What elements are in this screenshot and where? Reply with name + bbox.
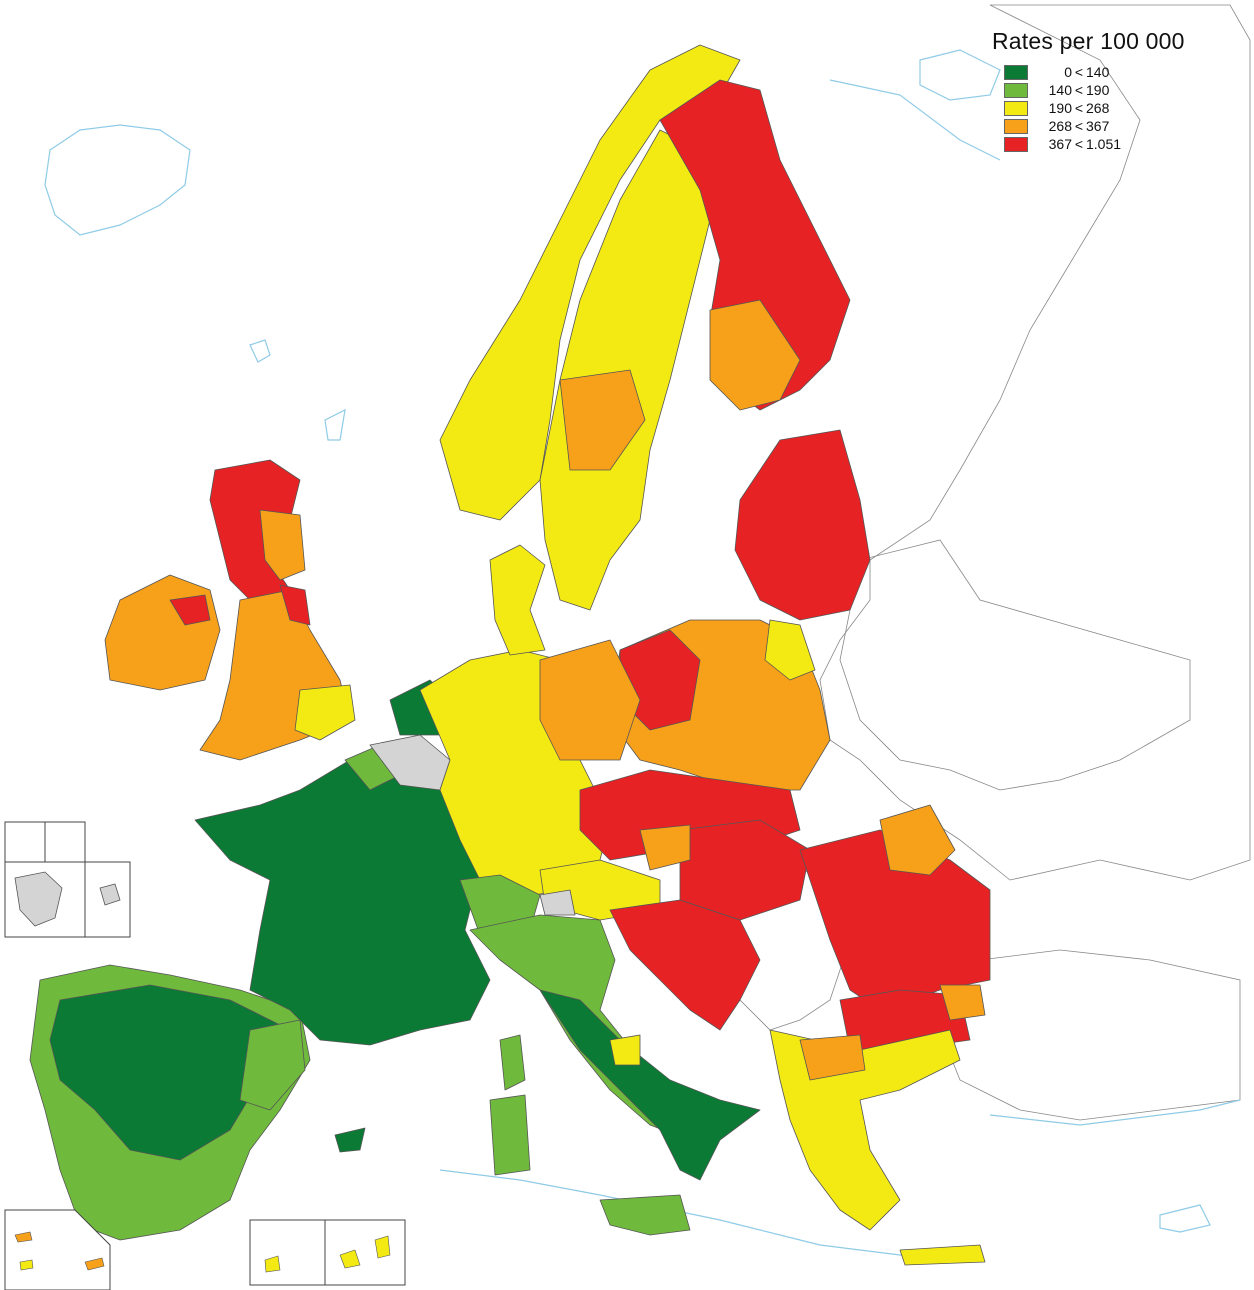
legend-range-sep: < xyxy=(1074,82,1084,98)
legend-range-low: 367 xyxy=(1048,136,1072,152)
legend: Rates per 100 000 0 <140 140 <190 190 <268 268… xyxy=(992,28,1232,153)
legend-range: 268 <367 xyxy=(1038,118,1110,134)
region-east-germany xyxy=(539,639,641,761)
legend-rows: 0 <140 140 <190 190 <268 268 <367 367 <1.051 xyxy=(992,63,1232,153)
legend-range-high: 1.051 xyxy=(1086,136,1122,152)
legend-swatch xyxy=(1004,136,1028,152)
legend-range: 140 <190 xyxy=(1038,82,1110,98)
region-greece xyxy=(769,1029,986,1266)
region-balearic xyxy=(334,1127,366,1153)
legend-range-sep: < xyxy=(1074,136,1084,152)
region-no-data-alps xyxy=(539,889,576,916)
region-nordics xyxy=(439,44,851,611)
region-italy xyxy=(469,914,761,1236)
region-baltics xyxy=(734,429,871,621)
legend-swatch xyxy=(1004,100,1028,116)
inset-boxes xyxy=(4,821,406,1290)
legend-range-sep: < xyxy=(1074,64,1084,80)
region-crete xyxy=(899,1244,986,1266)
legend-range-high: 268 xyxy=(1086,100,1110,116)
region-east xyxy=(539,429,991,1051)
region-finland xyxy=(659,79,851,411)
legend-row: 367 <1.051 xyxy=(1004,135,1232,153)
region-croatia-slovenia xyxy=(609,899,761,1031)
legend-row: 140 <190 xyxy=(1004,81,1232,99)
legend-range-high: 140 xyxy=(1086,64,1110,80)
legend-range-high: 367 xyxy=(1086,118,1110,134)
legend-range-low: 268 xyxy=(1048,118,1072,134)
region-spain-central xyxy=(49,984,291,1161)
legend-row: 0 <140 xyxy=(1004,63,1232,81)
legend-range: 0 <140 xyxy=(1038,64,1109,80)
legend-swatch xyxy=(1004,82,1028,98)
region-ireland xyxy=(104,574,221,691)
legend-range: 367 <1.051 xyxy=(1038,136,1121,152)
legend-range-low: 140 xyxy=(1048,82,1072,98)
legend-swatch xyxy=(1004,64,1028,80)
region-france xyxy=(194,744,531,1176)
legend-row: 268 <367 xyxy=(1004,117,1232,135)
legend-range: 190 <268 xyxy=(1038,100,1110,116)
region-sweden xyxy=(539,129,711,611)
region-denmark xyxy=(489,544,546,656)
legend-row: 190 <268 xyxy=(1004,99,1232,117)
legend-range-low: 0 xyxy=(1064,64,1072,80)
legend-range-high: 190 xyxy=(1086,82,1110,98)
legend-title: Rates per 100 000 xyxy=(992,28,1185,54)
legend-range-sep: < xyxy=(1074,100,1084,116)
region-sicily xyxy=(599,1194,691,1236)
region-british-isles xyxy=(104,459,356,761)
region-iberia xyxy=(29,964,311,1241)
legend-range-sep: < xyxy=(1074,118,1084,134)
region-sardinia xyxy=(489,1094,531,1176)
legend-swatch xyxy=(1004,118,1028,134)
region-corsica xyxy=(499,1034,526,1091)
region-hungary xyxy=(679,819,811,921)
legend-range-low: 190 xyxy=(1048,100,1072,116)
